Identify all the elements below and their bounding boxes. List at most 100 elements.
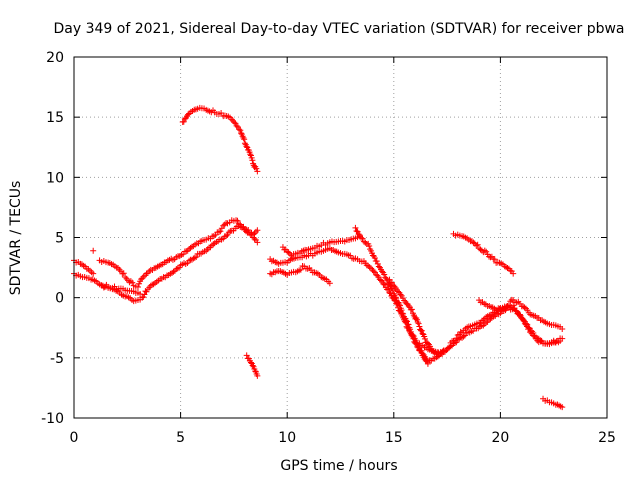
data-point (188, 243, 195, 250)
plot-border (73, 56, 608, 419)
data-point (150, 281, 157, 288)
data-point (480, 316, 487, 323)
data-point (297, 266, 304, 273)
data-point (483, 314, 490, 321)
data-point (460, 333, 467, 340)
data-point (531, 333, 538, 340)
data-point (185, 111, 192, 118)
data-point (403, 317, 410, 324)
data-point (380, 280, 387, 287)
data-point (134, 283, 141, 290)
series-pass-j (279, 233, 448, 366)
data-point (186, 257, 193, 264)
data-point (220, 222, 227, 229)
data-point (461, 332, 468, 339)
data-point (503, 264, 510, 271)
data-point (444, 345, 451, 352)
data-point (241, 140, 248, 147)
data-point (146, 268, 153, 275)
data-point (407, 326, 414, 333)
data-point (483, 248, 490, 255)
data-point (251, 235, 258, 242)
data-point (526, 325, 533, 332)
data-point (457, 328, 464, 335)
data-point (193, 253, 200, 260)
x-tick-label: 10 (278, 430, 296, 446)
data-point (386, 289, 393, 296)
data-point (362, 239, 369, 246)
series-pass-a (71, 257, 97, 277)
data-point (516, 311, 523, 318)
data-point (285, 249, 292, 256)
data-point (389, 287, 396, 294)
data-point (453, 335, 460, 342)
data-point (88, 269, 95, 276)
data-point (381, 271, 388, 278)
data-point (326, 280, 333, 287)
data-point (250, 231, 257, 238)
y-tick-label: 0 (55, 291, 64, 307)
data-point (191, 254, 198, 261)
series-pass-i (267, 263, 333, 287)
data-point (249, 362, 256, 369)
data-point (366, 243, 373, 250)
series-pass-n (450, 230, 517, 277)
data-point (243, 143, 250, 150)
series-pass-f (179, 104, 261, 175)
series-pass-e (98, 222, 261, 305)
data-point (415, 320, 422, 327)
data-point (370, 268, 377, 275)
data-point (371, 255, 378, 262)
data-point (450, 337, 457, 344)
data-point (143, 288, 150, 295)
data-point (139, 294, 146, 301)
data-point (174, 265, 181, 272)
data-point (534, 337, 541, 344)
data-point (358, 234, 365, 241)
y-tick-label: 5 (55, 231, 64, 247)
series-pass-c (96, 217, 261, 290)
data-point (352, 224, 359, 231)
data-point (254, 239, 261, 246)
data-point (225, 229, 232, 236)
series-pass-m (416, 302, 566, 358)
y-axis-label: SDTVAR / TECUs (8, 181, 24, 296)
data-point (470, 239, 477, 246)
data-point (236, 126, 243, 133)
data-point (241, 136, 248, 143)
data-point (421, 335, 428, 342)
data-point (90, 247, 97, 254)
data-point (180, 118, 187, 125)
data-point (231, 119, 238, 126)
gridlines (74, 57, 607, 418)
x-tick-label: 20 (491, 430, 509, 446)
data-point (416, 323, 423, 330)
data-point (407, 328, 414, 335)
data-point (559, 404, 566, 411)
y-tick-label: 20 (46, 50, 64, 66)
data-point (393, 295, 400, 302)
data-point (487, 315, 494, 322)
data-point (359, 235, 366, 242)
data-point (356, 232, 363, 239)
data-point (139, 275, 146, 282)
data-point (379, 268, 386, 275)
data-point (217, 228, 224, 235)
series-pass-o (476, 296, 566, 332)
data-point (233, 217, 240, 224)
data-point (233, 122, 240, 129)
data-point (477, 246, 484, 253)
data-point (218, 109, 225, 116)
x-axis-label: GPS time / hours (280, 458, 397, 474)
data-point (385, 286, 392, 293)
data-point (530, 332, 537, 339)
data-point (409, 332, 416, 339)
data-point (354, 228, 361, 235)
x-tick-label: 5 (176, 430, 185, 446)
data-point (375, 263, 382, 270)
x-tick-label: 25 (598, 430, 616, 446)
y-tick-label: 15 (46, 110, 64, 126)
data-point (507, 298, 514, 305)
data-point (215, 228, 222, 235)
